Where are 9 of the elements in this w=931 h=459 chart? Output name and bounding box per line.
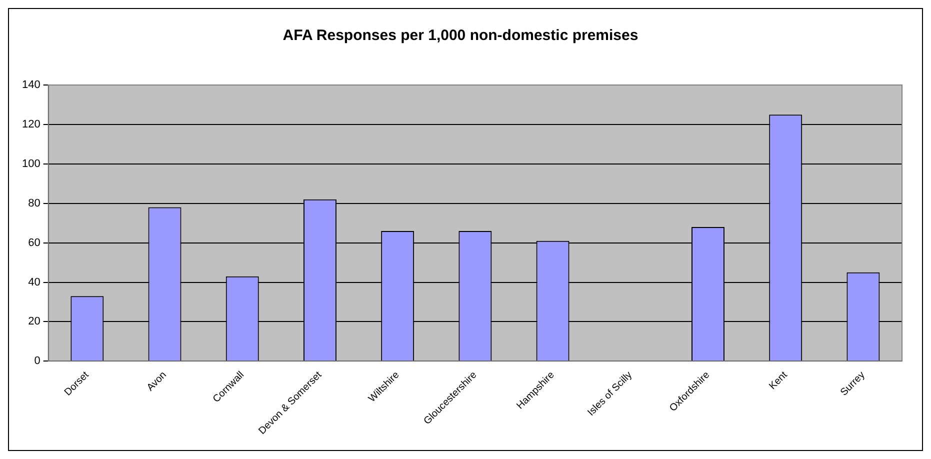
chart-title: AFA Responses per 1,000 non-domestic premises	[282, 27, 638, 44]
y-tick-label: 0	[34, 355, 40, 368]
y-tick-label: 20	[28, 316, 40, 328]
y-tick-label: 40	[28, 276, 40, 288]
y-tick-label: 100	[22, 158, 40, 170]
y-tick-label: 60	[28, 236, 40, 249]
y-tick-label: 120	[22, 118, 40, 130]
y-tick-label: 140	[22, 79, 40, 92]
y-tick-label: 80	[28, 197, 40, 210]
